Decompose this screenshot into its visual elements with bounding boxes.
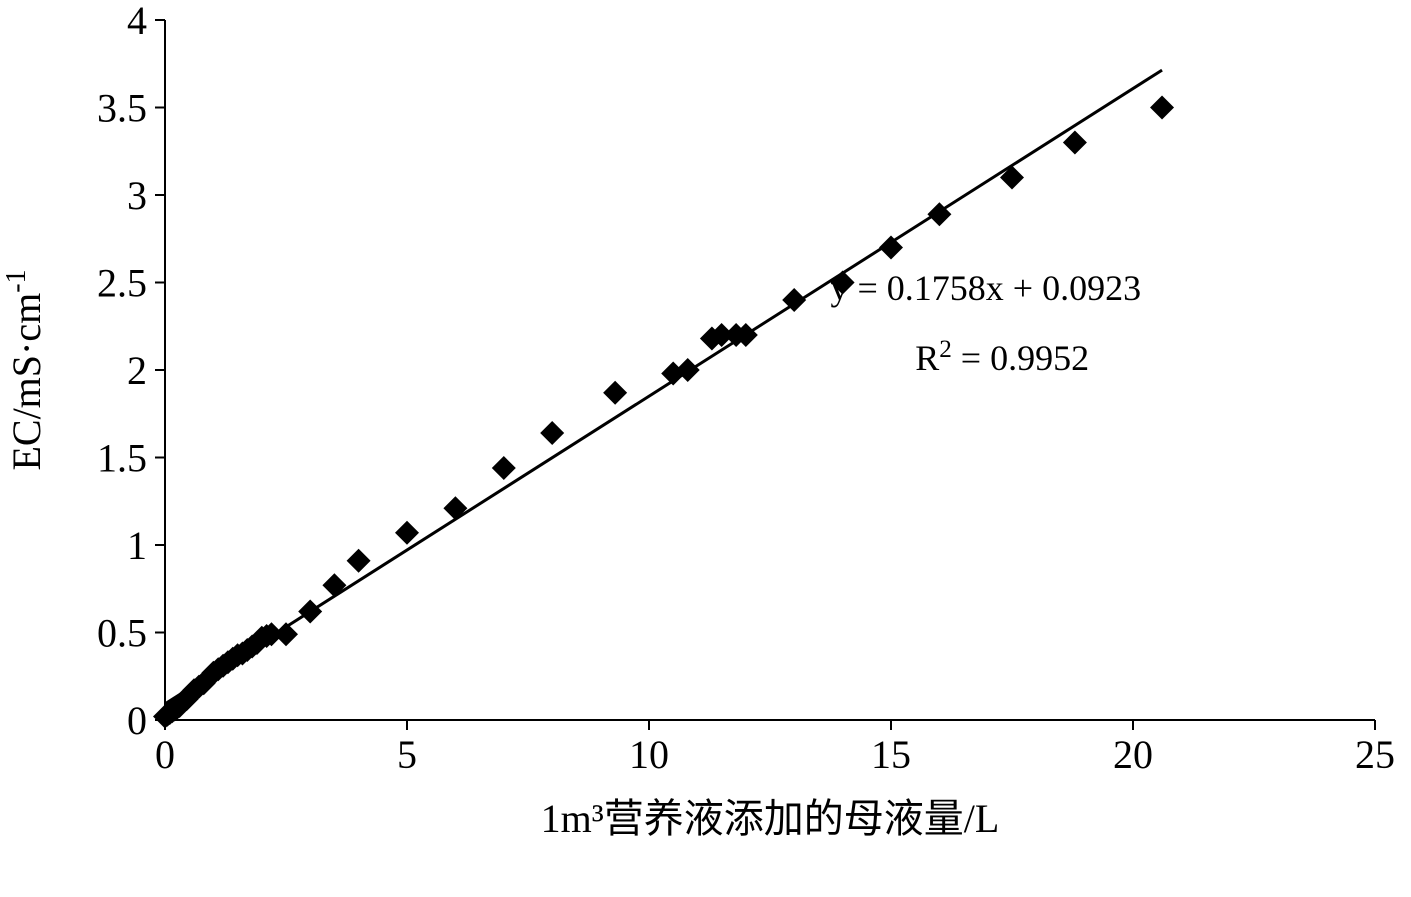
x-tick-label: 20 bbox=[1113, 732, 1153, 777]
y-tick-label: 0.5 bbox=[97, 611, 147, 656]
x-tick-label: 0 bbox=[155, 732, 175, 777]
annotation-equation: y = 0.1758x + 0.0923 bbox=[831, 268, 1142, 308]
y-axis-title: EC/mS·cm-1 bbox=[1, 269, 50, 470]
x-axis-title: 1m³营养液添加的母液量/L bbox=[541, 796, 1000, 841]
x-tick-label: 5 bbox=[397, 732, 417, 777]
y-tick-label: 2 bbox=[127, 348, 147, 393]
y-tick-label: 4 bbox=[127, 0, 147, 43]
chart-container: 0 5 10 15 20 25 0 0.5 1 1.5 2 2.5 3 3.5 4 1m³营养液添加的母液量/… bbox=[0, 0, 1411, 897]
x-tick-label: 25 bbox=[1355, 732, 1395, 777]
y-tick-label: 3 bbox=[127, 173, 147, 218]
x-tick-label: 15 bbox=[871, 732, 911, 777]
y-tick-label: 0 bbox=[127, 698, 147, 743]
y-tick-label: 1.5 bbox=[97, 436, 147, 481]
y-tick-label: 1 bbox=[127, 523, 147, 568]
scatter-chart: 0 5 10 15 20 25 0 0.5 1 1.5 2 2.5 3 3.5 4 1m³营养液添加的母液量/… bbox=[0, 0, 1411, 897]
y-tick-label: 2.5 bbox=[97, 261, 147, 306]
y-axis-title-group: EC/mS·cm-1 bbox=[1, 269, 50, 470]
x-tick-label: 10 bbox=[629, 732, 669, 777]
y-tick-label: 3.5 bbox=[97, 86, 147, 131]
